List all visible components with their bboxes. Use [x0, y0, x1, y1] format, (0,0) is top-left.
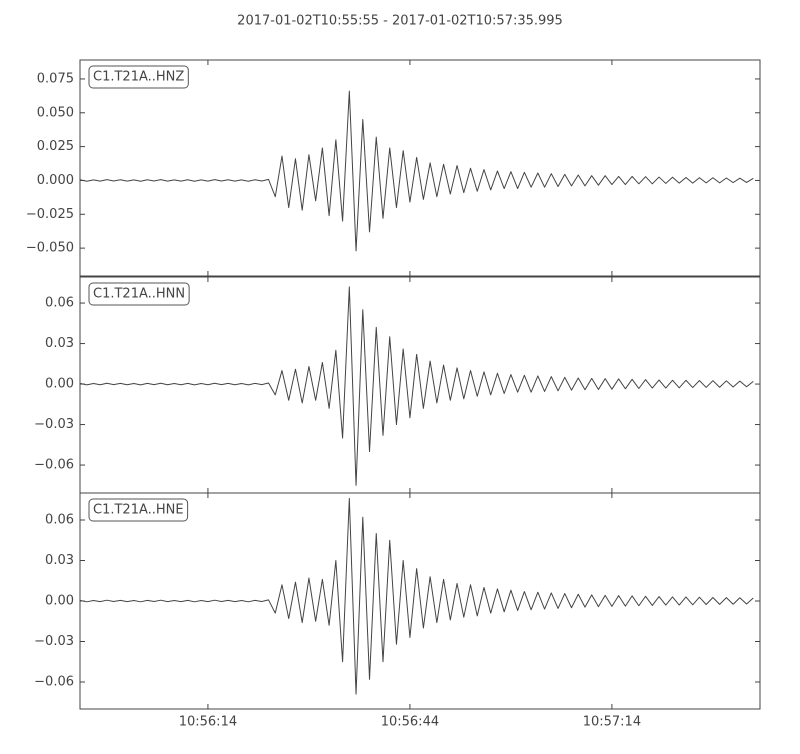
- panel: C1.T21A..HNZ −0.050 −0.025 0.000 0.025 0.050 0…: [26, 59, 761, 277]
- x-tick-label: 10:56:44: [381, 715, 439, 730]
- waveform: [80, 286, 754, 486]
- y-tick-label: 0.075: [37, 71, 74, 86]
- y-tick-label: 0.03: [45, 336, 74, 351]
- y-tick-label: −0.06: [34, 675, 74, 690]
- y-tick-label: 0.03: [45, 553, 74, 568]
- trace-label-box: [88, 65, 189, 89]
- waveform: [80, 90, 754, 252]
- panel-frame: [79, 59, 761, 277]
- y-tick-label: −0.03: [34, 417, 74, 432]
- y-tick-label: 0.000: [37, 173, 74, 188]
- trace-label: C1.T21A..HNN: [93, 287, 185, 302]
- y-tick-label: −0.050: [26, 241, 74, 256]
- y-tick-label: 0.06: [45, 513, 74, 528]
- y-tick-label: 0.025: [37, 139, 74, 154]
- trace-label-box: [88, 282, 190, 306]
- figure-title: 2017-01-02T10:55:55 - 2017-01-02T10:57:3…: [237, 14, 563, 29]
- y-tick-label: 0.00: [45, 594, 74, 609]
- y-tick-label: 0.06: [45, 296, 74, 311]
- y-tick-label: −0.06: [34, 458, 74, 473]
- y-tick-label: 0.050: [37, 105, 74, 120]
- panel-frame: [79, 492, 761, 710]
- trace-label: C1.T21A..HNZ: [93, 70, 184, 85]
- x-tick-label: 10:57:14: [583, 715, 641, 730]
- y-tick-label: −0.03: [34, 634, 74, 649]
- x-tick-label: 10:56:14: [179, 715, 237, 730]
- trace-label: C1.T21A..HNE: [93, 503, 184, 518]
- panel: C1.T21A..HNE −0.06 −0.03 0.00 0.03 0.06 10:56:…: [34, 492, 761, 730]
- waveform: [80, 497, 754, 695]
- trace-label-box: [88, 498, 189, 522]
- y-tick-label: −0.025: [26, 207, 74, 222]
- panel: C1.T21A..HNN −0.06 −0.03 0.00 0.03 0.06: [34, 276, 761, 494]
- y-tick-label: 0.00: [45, 377, 74, 392]
